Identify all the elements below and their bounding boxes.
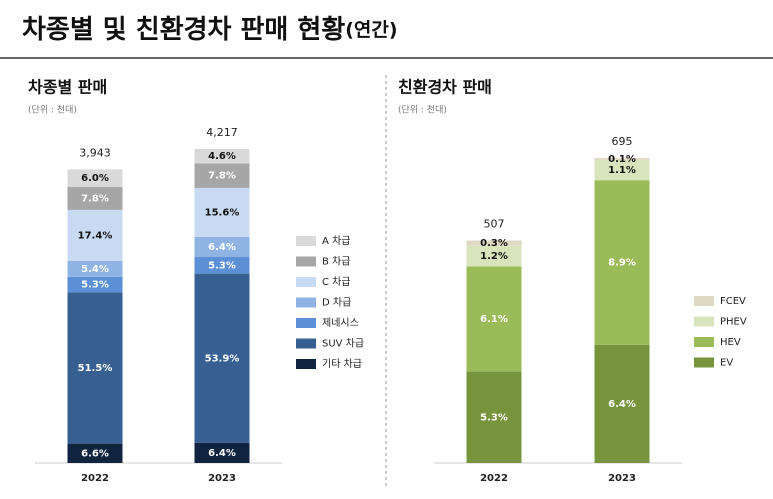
segment-label: 0.3%	[480, 238, 508, 249]
bar-segment	[466, 371, 522, 463]
chart-title: 차종별 판매	[28, 78, 107, 97]
chart-subtitle: (단위 : 천대)	[398, 105, 447, 116]
bar-segment	[67, 292, 123, 444]
x-tick-label: 2023	[608, 473, 636, 484]
bar-segment	[67, 443, 123, 463]
bar-segment	[194, 273, 250, 443]
bar-segment	[194, 163, 250, 188]
bar-segment	[194, 187, 250, 237]
segment-label: 6.1%	[480, 314, 508, 325]
segment-label: 7.8%	[81, 193, 109, 204]
total-label: 4,217	[206, 126, 238, 139]
legend-swatch	[296, 338, 316, 349]
legend-swatch	[296, 359, 316, 369]
legend-label: D 차급	[322, 297, 351, 309]
bar-segment	[67, 187, 123, 210]
legend-label: 제네시스	[322, 317, 359, 329]
segment-label: 5.3%	[208, 260, 236, 271]
bar-segment	[594, 180, 650, 345]
segment-label: 8.9%	[608, 257, 636, 268]
segment-label: 6.4%	[608, 399, 636, 410]
legend-swatch	[694, 296, 714, 306]
segment-label: 15.6%	[205, 207, 240, 218]
x-tick-label: 2023	[208, 473, 236, 484]
bar-segment	[194, 236, 250, 258]
legend-swatch	[296, 318, 316, 328]
segment-label: 17.4%	[78, 230, 113, 241]
segment-label: 0.1%	[608, 154, 636, 165]
bar-segment	[594, 159, 650, 181]
total-label: 507	[484, 218, 505, 231]
x-tick-label: 2022	[480, 473, 508, 484]
bar-segment	[194, 257, 250, 274]
segment-label: 53.9%	[205, 353, 240, 364]
chart-subtitle: (단위 : 천대)	[28, 105, 77, 116]
total-label: 3,943	[79, 146, 111, 159]
legend-label: SUV 차급	[322, 338, 364, 350]
legend-swatch	[296, 236, 316, 246]
bar-segment	[466, 240, 522, 246]
legend-swatch	[694, 337, 714, 347]
bar-segment	[466, 266, 522, 372]
bar-segment	[194, 149, 250, 164]
segment-label: 1.1%	[608, 165, 636, 176]
legend-label: HEV	[720, 337, 741, 348]
legend-label: EV	[720, 358, 733, 369]
legend-label: PHEV	[720, 317, 747, 328]
segment-label: 6.4%	[208, 242, 236, 253]
legend-label: 기타 차급	[322, 358, 362, 370]
legend-swatch	[694, 357, 714, 368]
legend-label: C 차급	[322, 276, 351, 288]
legend-label: B 차급	[322, 256, 350, 268]
segment-label: 51.5%	[78, 363, 113, 374]
segment-label: 6.6%	[81, 448, 109, 459]
segment-label: 5.4%	[81, 264, 109, 275]
bar-segment	[466, 245, 522, 267]
bar-segment	[67, 261, 123, 277]
legend-swatch	[296, 256, 316, 267]
total-label: 695	[612, 135, 633, 148]
segment-label: 5.3%	[81, 280, 109, 291]
legend-label: FCEV	[720, 296, 746, 307]
segment-label: 6.4%	[208, 448, 236, 459]
page-title: 차종별 및 친환경차 판매 현황(연간)	[22, 15, 398, 45]
chart-title: 친환경차 판매	[398, 78, 492, 97]
x-tick-label: 2022	[81, 473, 109, 484]
bar-segment	[67, 276, 123, 293]
bar-segment	[67, 209, 123, 262]
bar-segment	[594, 344, 650, 463]
bar-segment	[67, 169, 123, 188]
legend-swatch	[296, 297, 316, 308]
title-main: 차종별 및 친환경차 판매 현황	[22, 15, 345, 45]
segment-label: 1.2%	[480, 251, 508, 262]
segment-label: 4.6%	[208, 151, 236, 162]
segment-label: 6.0%	[81, 173, 109, 184]
legend-swatch	[694, 316, 714, 327]
bar-segment	[594, 158, 650, 160]
segment-label: 5.3%	[480, 412, 508, 423]
legend-swatch	[296, 277, 316, 287]
segment-label: 7.8%	[208, 171, 236, 182]
title-suffix: (연간)	[345, 19, 397, 41]
bar-segment	[194, 442, 250, 463]
legend-label: A 차급	[322, 235, 350, 247]
